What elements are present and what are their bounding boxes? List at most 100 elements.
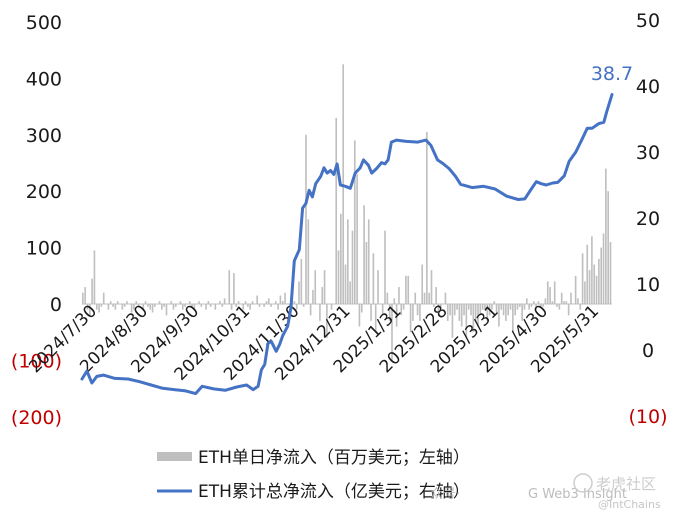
- daily-inflow-bar: [595, 275, 598, 304]
- daily-inflow-bar: [363, 205, 365, 304]
- daily-inflow-bar: [456, 304, 458, 310]
- daily-inflow-bar: [221, 304, 224, 307]
- daily-inflow-bar: [474, 304, 477, 321]
- left-tick-label: 0: [50, 294, 62, 316]
- daily-inflow-bar: [172, 304, 175, 310]
- daily-inflow-bar: [481, 304, 484, 310]
- left-tick-label: 500: [26, 12, 62, 34]
- daily-inflow-bar: [147, 304, 149, 307]
- daily-inflow-bar: [549, 287, 551, 304]
- daily-inflow-bar: [86, 304, 89, 310]
- daily-inflow-bar: [93, 250, 96, 304]
- daily-inflow-bar: [607, 191, 609, 304]
- daily-inflow-bar: [319, 304, 321, 321]
- daily-inflow-bar: [470, 304, 472, 316]
- daily-inflow-bar: [581, 253, 584, 304]
- daily-inflow-bar: [451, 304, 454, 338]
- left-tick-label: 200: [26, 181, 62, 203]
- daily-inflow-bar: [277, 304, 279, 310]
- daily-inflow-bar: [386, 292, 389, 304]
- daily-inflow-bar: [165, 304, 168, 316]
- daily-inflow-bar: [358, 304, 361, 327]
- daily-inflow-bar: [428, 292, 430, 304]
- daily-inflow-bar: [305, 134, 307, 304]
- daily-inflow-bar: [256, 295, 258, 304]
- legend-label-bar: ETH单日净流入（百万美元；左轴）: [198, 448, 470, 468]
- daily-inflow-bar: [509, 304, 512, 310]
- daily-inflow-bar: [412, 304, 414, 321]
- daily-inflow-bar: [279, 295, 282, 304]
- daily-inflow-bar: [249, 304, 251, 310]
- daily-inflow-bar: [353, 140, 356, 304]
- daily-inflow-bar: [539, 304, 542, 307]
- daily-inflow-bar: [258, 304, 261, 307]
- daily-inflow-bar: [407, 275, 410, 304]
- daily-inflow-bar: [188, 301, 191, 304]
- daily-inflow-bar: [516, 304, 519, 310]
- daily-inflow-bar: [553, 281, 556, 304]
- daily-inflow-bar: [307, 219, 310, 304]
- daily-inflow-bar: [330, 304, 333, 310]
- daily-inflow-bar: [200, 304, 203, 307]
- daily-inflow-bar: [161, 304, 163, 310]
- daily-inflow-bar: [274, 301, 277, 304]
- daily-inflow-bar: [444, 292, 447, 304]
- daily-inflow-bar: [484, 304, 486, 310]
- daily-inflow-bar: [414, 292, 417, 304]
- daily-inflow-bar: [228, 270, 231, 304]
- daily-inflow-bar: [312, 289, 314, 304]
- tiger-logo-icon: [573, 473, 593, 493]
- daily-inflow-bar: [126, 301, 128, 304]
- daily-inflow-bar: [82, 292, 84, 304]
- daily-inflow-bar: [98, 304, 100, 313]
- daily-inflow-bar: [463, 304, 465, 316]
- daily-inflow-bar: [602, 233, 605, 304]
- daily-inflow-bar: [488, 304, 491, 316]
- daily-inflow-bar: [302, 304, 305, 307]
- daily-inflow-bar: [314, 270, 317, 304]
- daily-inflow-bar: [433, 304, 435, 307]
- legend: ETH单日净流入（百万美元；左轴） ETH累计总净流入（亿美元；右轴）: [157, 448, 470, 502]
- cumulative-end-label: 38.7: [591, 63, 633, 85]
- daily-inflow-bar: [242, 304, 245, 310]
- daily-inflow-bar: [600, 247, 603, 304]
- daily-inflow-bar: [409, 304, 412, 333]
- daily-inflow-bar: [419, 304, 421, 321]
- daily-inflow-bar: [491, 304, 493, 310]
- daily-inflow-bar: [556, 304, 558, 307]
- daily-inflow-bar: [114, 304, 117, 310]
- daily-inflow-bar: [372, 253, 375, 304]
- daily-inflow-bar: [446, 304, 449, 321]
- daily-inflow-bar: [179, 301, 182, 304]
- daily-inflow-bar: [567, 304, 570, 316]
- daily-inflow-bar: [551, 301, 554, 304]
- daily-inflow-bar: [337, 250, 340, 304]
- daily-inflow-bar: [100, 304, 103, 307]
- daily-inflow-bar: [342, 64, 344, 304]
- daily-inflow-bar: [88, 304, 91, 316]
- daily-inflow-bar: [498, 304, 500, 327]
- daily-inflow-bar: [593, 264, 596, 304]
- daily-inflow-bar: [500, 304, 503, 310]
- daily-inflow-bar: [102, 292, 105, 304]
- left-tick-label: (200): [11, 407, 62, 429]
- daily-inflow-bar: [351, 230, 354, 304]
- daily-inflow-bar: [584, 281, 586, 304]
- daily-inflow-bar: [149, 304, 152, 310]
- daily-inflow-bar: [465, 304, 468, 338]
- cumulative-inflow-line: [80, 93, 614, 396]
- daily-inflow-bar: [542, 304, 544, 307]
- right-tick-label: 20: [636, 208, 660, 230]
- daily-inflow-bar: [535, 304, 537, 310]
- daily-inflow-bar: [244, 301, 247, 304]
- daily-inflow-bar: [135, 301, 138, 304]
- daily-inflow-bar: [395, 304, 398, 327]
- daily-inflow-bar: [588, 270, 591, 304]
- watermark-left-text: 众号·: [430, 487, 460, 502]
- daily-inflow-bar: [367, 219, 370, 304]
- daily-inflow-bar: [300, 258, 303, 304]
- daily-inflow-bar: [154, 304, 156, 307]
- daily-inflow-bar: [112, 304, 114, 307]
- right-tick-label: 10: [636, 274, 660, 296]
